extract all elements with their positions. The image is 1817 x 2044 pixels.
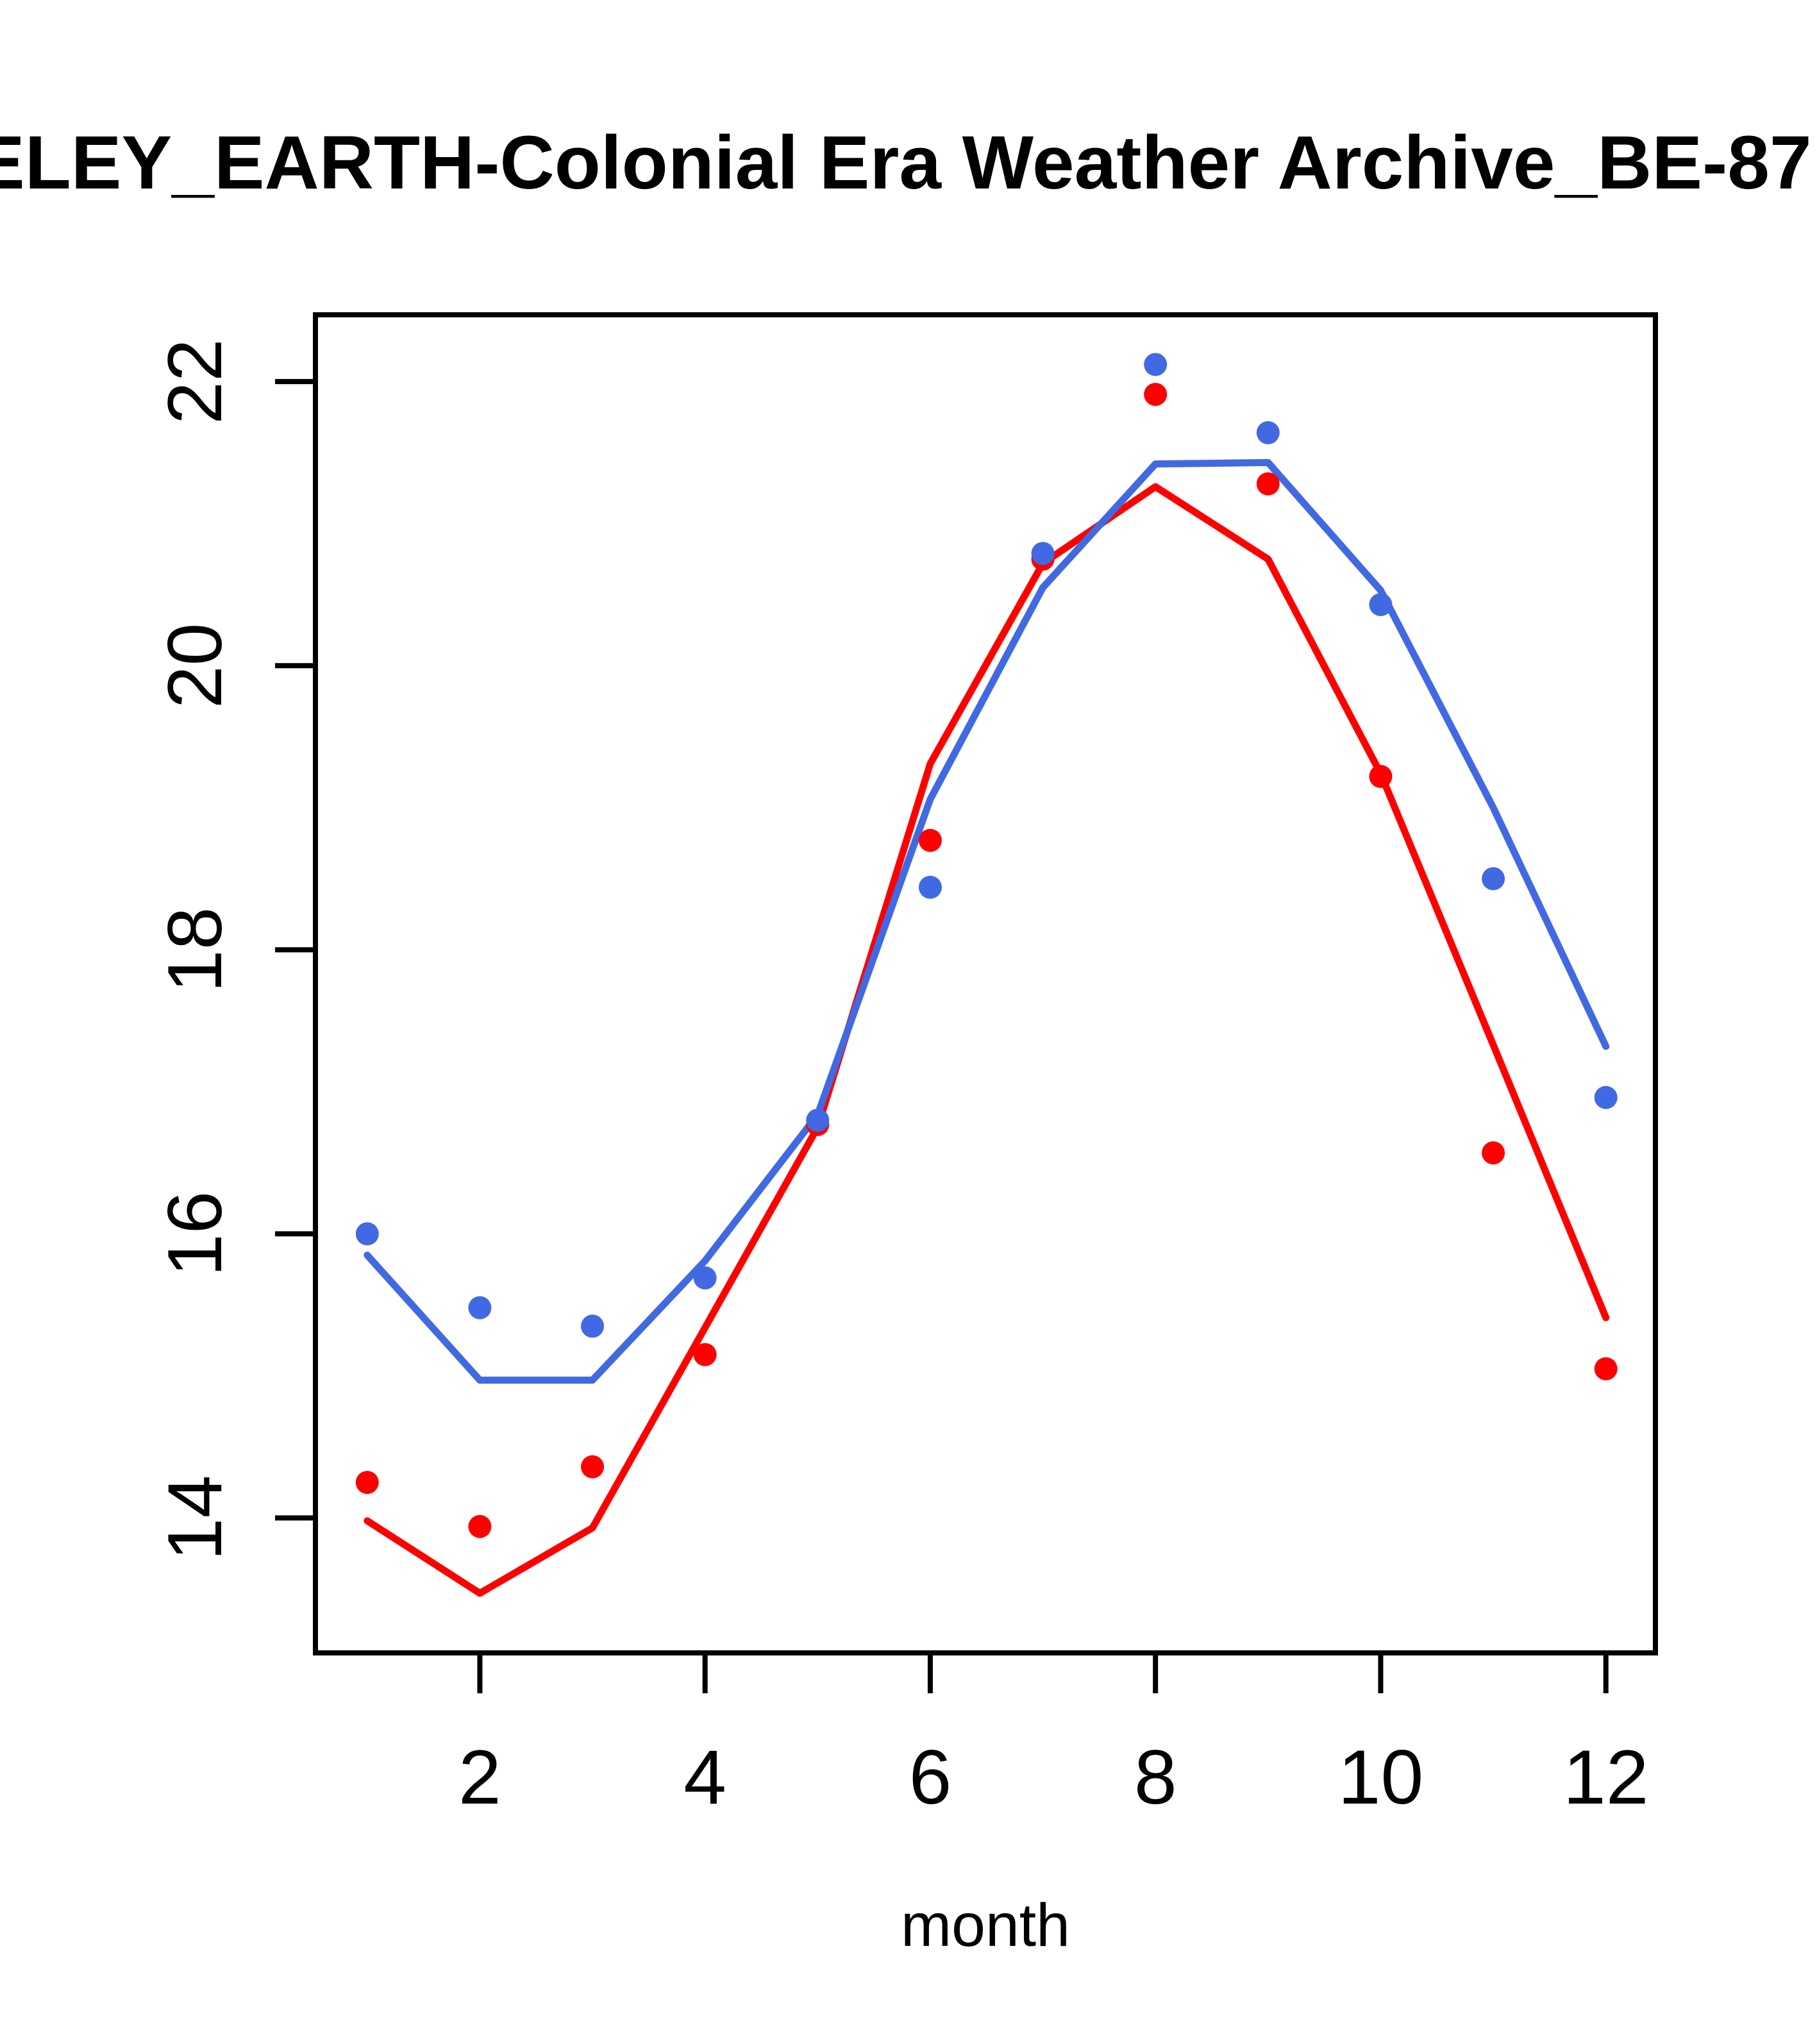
red-observations-point xyxy=(581,1455,605,1479)
x-axis-tick-label: 8 xyxy=(1134,1734,1177,1820)
blue-observations-point xyxy=(355,1222,379,1246)
blue-smooth-line xyxy=(364,458,1610,1384)
y-axis-tick-label: 20 xyxy=(152,623,238,708)
blue-observations-point xyxy=(1594,1085,1618,1109)
blue-observations-point xyxy=(1482,867,1505,891)
y-axis-tick-label: 22 xyxy=(152,339,238,424)
red-observations-point xyxy=(1144,383,1168,406)
blue-observations-point xyxy=(1369,592,1393,616)
blue-observations-point xyxy=(806,1109,830,1132)
blue-observations-point xyxy=(693,1266,717,1290)
y-axis-tick-label: 18 xyxy=(152,907,238,993)
x-axis-tick-label: 2 xyxy=(458,1734,501,1820)
red-observations-point xyxy=(1482,1141,1505,1165)
blue-observations-point xyxy=(1031,542,1055,565)
x-axis-tick-label: 6 xyxy=(909,1734,952,1820)
red-observations-point xyxy=(693,1343,717,1366)
red-observations-point xyxy=(1369,765,1393,789)
red-smooth-line xyxy=(364,483,1610,1597)
chart-title: ELEY_EARTH-Colonial Era Weather Archive_… xyxy=(0,121,1812,205)
red-observations-point xyxy=(918,828,942,852)
red-observations-point xyxy=(1256,472,1280,496)
x-axis-tick-label: 4 xyxy=(683,1734,726,1820)
x-axis-title: month xyxy=(901,1891,1070,1959)
blue-observations-point xyxy=(918,875,942,899)
red-observations-point xyxy=(468,1514,492,1538)
y-axis-tick-label: 14 xyxy=(152,1475,238,1561)
x-axis-tick-label: 12 xyxy=(1563,1734,1648,1820)
blue-observations-point xyxy=(1256,421,1280,444)
x-axis-tick-label: 10 xyxy=(1338,1734,1423,1820)
red-observations-point xyxy=(355,1471,379,1495)
blue-observations-point xyxy=(468,1296,492,1319)
blue-observations-point xyxy=(581,1314,605,1338)
red-observations-point xyxy=(1594,1357,1618,1380)
blue-observations-point xyxy=(1144,353,1168,376)
plot-box xyxy=(313,312,1658,1655)
y-axis-tick-label: 16 xyxy=(152,1191,238,1277)
